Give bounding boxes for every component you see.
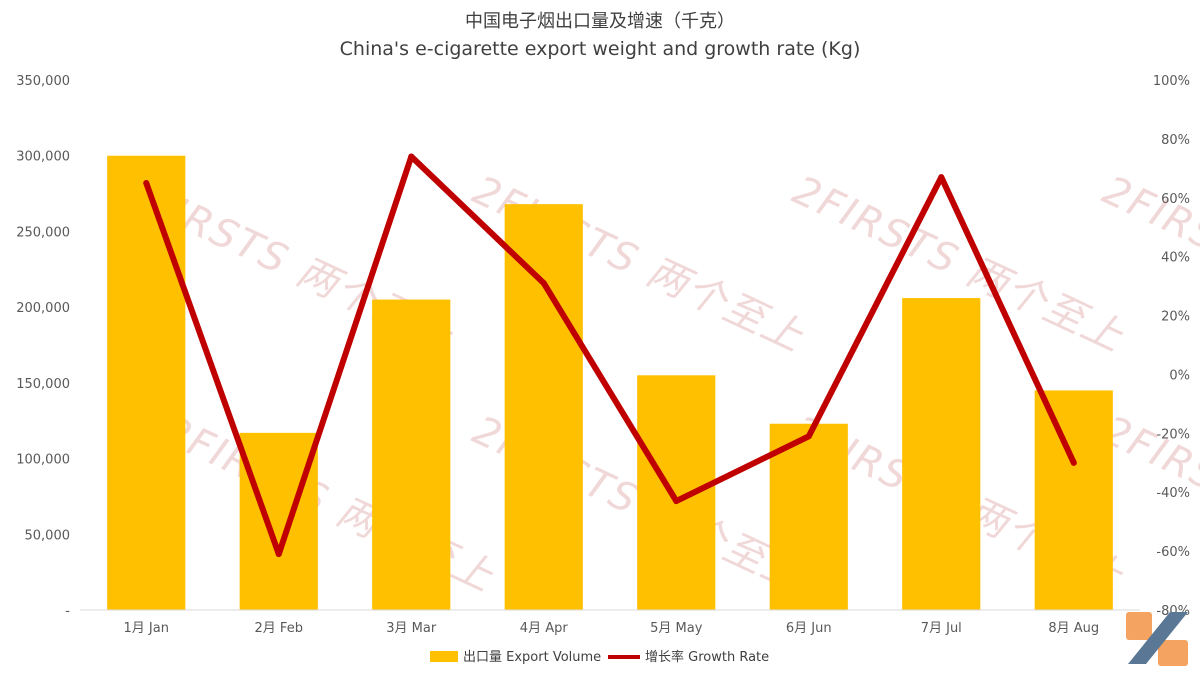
corner-logo-icon (1126, 612, 1188, 666)
x-tick-label: 4月 Apr (520, 621, 569, 636)
left-y-tick-label: 50,000 (25, 528, 71, 543)
bar (637, 375, 716, 610)
chart-title: 中国电子烟出口量及增速（千克） (465, 11, 735, 32)
right-y-tick-label: -40% (1156, 486, 1190, 501)
bar (107, 155, 186, 610)
growth-rate-point (673, 498, 680, 505)
right-y-tick-label: 20% (1161, 310, 1190, 325)
legend: 出口量 Export Volume 增长率 Growth Rate (430, 649, 769, 665)
x-tick-label: 8月 Aug (1048, 621, 1099, 636)
growth-rate-point (540, 280, 547, 287)
bar (504, 204, 583, 610)
growth-rate-point (938, 174, 945, 181)
bar (1034, 390, 1113, 610)
left-y-tick-label: 250,000 (16, 225, 70, 240)
growth-rate-point (805, 433, 812, 440)
right-y-tick-label: 80% (1161, 133, 1190, 148)
legend-swatch-export-volume (430, 651, 458, 662)
right-y-axis: -80%-60%-40%-20%0%20%40%60%80%100% (1153, 74, 1190, 619)
chart-subtitle: China's e-cigarette export weight and gr… (340, 38, 861, 60)
x-tick-label: 7月 Jul (921, 621, 962, 636)
line-series (143, 153, 1077, 558)
x-tick-label: 2月 Feb (255, 621, 303, 636)
left-y-tick-label: - (65, 604, 70, 619)
left-y-tick-label: 200,000 (16, 301, 70, 316)
left-y-tick-label: 300,000 (16, 150, 70, 165)
x-tick-label: 1月 Jan (124, 621, 169, 636)
growth-rate-point (408, 153, 415, 160)
x-axis: 1月 Jan 2月 Feb 3月 Mar 4月 Apr 5月 May 6月 Jun 7月 J… (124, 621, 1100, 636)
right-y-tick-label: -60% (1156, 545, 1190, 560)
left-y-tick-label: 150,000 (16, 377, 70, 392)
x-tick-label: 3月 Mar (386, 621, 437, 636)
left-y-tick-label: 100,000 (16, 453, 70, 468)
growth-rate-point (143, 180, 150, 187)
growth-rate-point (1070, 459, 1077, 466)
left-y-axis: - 50,000 100,000 150,000 200,000 250,000 300,0… (16, 74, 70, 619)
right-y-tick-label: 60% (1161, 192, 1190, 207)
bar (372, 299, 451, 610)
right-y-tick-label: 0% (1169, 368, 1190, 383)
growth-rate-line (143, 153, 1077, 558)
bar (769, 423, 848, 610)
x-tick-label: 5月 May (650, 621, 703, 636)
right-y-tick-label: 100% (1153, 74, 1190, 89)
right-y-tick-label: -20% (1156, 427, 1190, 442)
growth-rate-point (275, 551, 282, 558)
bar-series (107, 155, 1113, 610)
bar (902, 298, 981, 610)
left-y-tick-label: 350,000 (16, 74, 70, 89)
legend-label-export-volume: 出口量 Export Volume (463, 650, 601, 665)
bar (239, 432, 318, 610)
legend-label-growth-rate: 增长率 Growth Rate (645, 649, 769, 665)
right-y-tick-label: 40% (1161, 251, 1190, 266)
x-tick-label: 6月 Jun (786, 621, 832, 636)
